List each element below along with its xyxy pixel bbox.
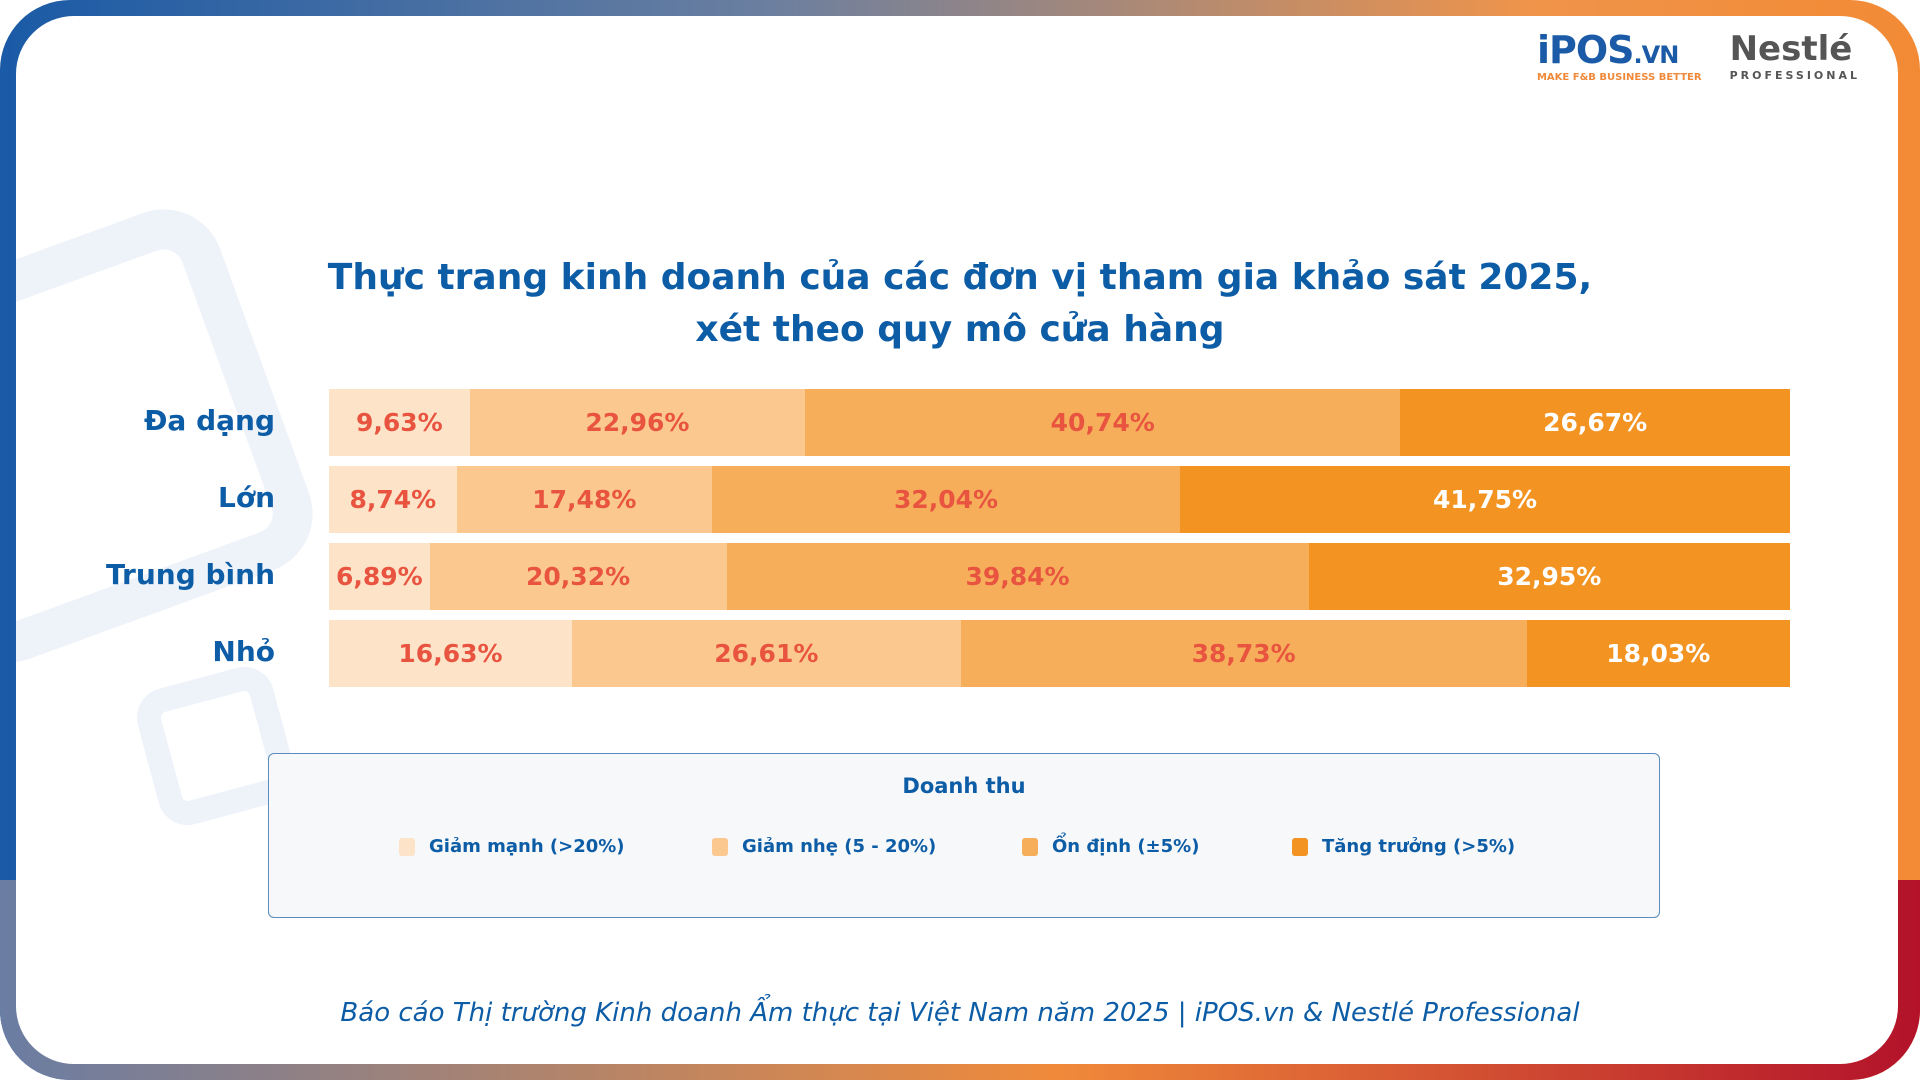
bar-segment: 6,89%	[329, 543, 430, 610]
ipos-logo: iPOS.VN MAKE F&B BUSINESS BETTER	[1536, 28, 1702, 83]
bar-segment: 39,84%	[726, 543, 1309, 610]
legend-swatch	[399, 837, 415, 856]
bar-segment: 17,48%	[456, 466, 713, 533]
logos: iPOS.VN MAKE F&B BUSINESS BETTER Nestlé …	[1537, 28, 1860, 83]
bar-segment: 8,74%	[329, 466, 457, 533]
legend-swatch	[1022, 837, 1038, 856]
bar-segment: 22,96%	[469, 389, 806, 456]
bar-segment: 40,74%	[805, 389, 1401, 456]
legend-label: Ổn định (±5%)	[1052, 836, 1200, 857]
bar-row: 8,74% 17,48% 32,04% 41,75%	[329, 466, 1790, 533]
bar-row: 6,89% 20,32% 39,84% 32,95%	[329, 543, 1790, 610]
legend-label: Giảm mạnh (>20%)	[429, 836, 625, 857]
legend-title: Doanh thu	[902, 774, 1026, 798]
legend-label: Giảm nhẹ (5 - 20%)	[742, 836, 937, 857]
footer: Báo cáo Thị trường Kinh doanh Ẩm thực tạ…	[340, 998, 1580, 1028]
legend-item: Tăng trưởng (>5%)	[1292, 836, 1515, 857]
legend-item: Ổn định (±5%)	[1022, 836, 1199, 857]
category-label: Trung bình	[106, 558, 275, 591]
category-label: Đa dạng	[143, 404, 275, 437]
legend: Doanh thu Giảm mạnh (>20%) Giảm nhẹ (5 - …	[268, 753, 1660, 918]
bar-segment: 9,63%	[329, 389, 470, 456]
legend-item: Giảm mạnh (>20%)	[399, 836, 625, 857]
bar-segment: 18,03%	[1526, 620, 1790, 687]
nestle-logo: Nestlé PROFESSIONAL	[1729, 29, 1860, 82]
bar-segment: 32,04%	[712, 466, 1181, 533]
bar-segment: 38,73%	[960, 620, 1527, 687]
bar-segment: 32,95%	[1308, 543, 1790, 610]
bar-row: 9,63% 22,96% 40,74% 26,67%	[329, 389, 1790, 456]
bar-segment: 20,32%	[429, 543, 727, 610]
legend-swatch	[1292, 837, 1308, 856]
bar-segment: 16,63%	[329, 620, 572, 687]
chart-title: Thực trang kinh doanh của các đơn vị tha…	[327, 257, 1593, 350]
legend-swatch	[712, 837, 728, 856]
legend-label: Tăng trưởng (>5%)	[1322, 836, 1516, 857]
bar-segment: 26,67%	[1400, 389, 1790, 456]
category-label: Lớn	[217, 481, 275, 514]
bar-row: 16,63% 26,61% 38,73% 18,03%	[329, 620, 1790, 687]
bar-segment: 41,75%	[1180, 466, 1790, 533]
bar-segment: 26,61%	[571, 620, 961, 687]
category-label: Nhỏ	[212, 635, 275, 668]
legend-item: Giảm nhẹ (5 - 20%)	[712, 836, 936, 857]
